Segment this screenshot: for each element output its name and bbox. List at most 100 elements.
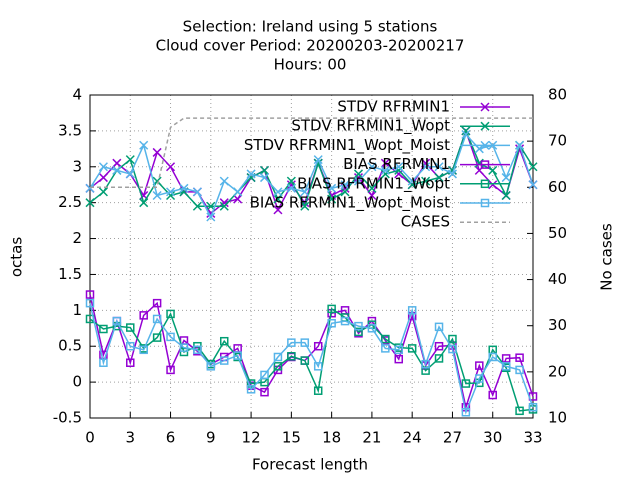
- data-point: [447, 169, 457, 179]
- data-point: [246, 379, 256, 388]
- data-point: [313, 362, 323, 371]
- x-axis-label: Forecast length: [252, 456, 368, 474]
- data-point: [219, 201, 229, 211]
- x-tick-label: 24: [403, 429, 422, 447]
- data-point: [300, 356, 310, 365]
- data-point: [340, 187, 350, 197]
- data-point: [394, 354, 404, 364]
- y2-tick-label: 20: [548, 362, 567, 380]
- data-point: [85, 298, 95, 308]
- data-point: [126, 341, 135, 351]
- data-point: [501, 190, 511, 201]
- data-point: [98, 173, 108, 183]
- legend-marker: [480, 102, 490, 112]
- data-point: [353, 169, 364, 179]
- data-point: [353, 176, 364, 186]
- data-point: [273, 194, 283, 204]
- series-line: [90, 117, 533, 189]
- data-point: [300, 201, 310, 211]
- data-point: [152, 298, 162, 308]
- data-point: [273, 352, 283, 362]
- legend-marker: [480, 140, 490, 150]
- data-point: [421, 158, 431, 168]
- data-point: [313, 341, 323, 351]
- y-tick-label: 0.5: [58, 337, 82, 355]
- data-point: [488, 180, 498, 190]
- data-point: [125, 169, 135, 179]
- data-point: [139, 345, 148, 355]
- y-axis-label: octas: [8, 237, 26, 277]
- x-tick-label: 0: [85, 429, 95, 447]
- plot-border: [89, 94, 534, 419]
- data-point: [380, 158, 390, 168]
- y-tick-label: -0.5: [53, 409, 82, 427]
- data-point: [434, 341, 444, 351]
- data-point: [488, 390, 497, 400]
- data-point: [166, 309, 175, 319]
- legend-label: BIAS RFRMIN1: [343, 155, 450, 173]
- data-point: [219, 336, 229, 346]
- y-tick-label: 1: [72, 301, 82, 319]
- data-point: [233, 187, 243, 197]
- y2-axis-label: No cases: [598, 223, 616, 291]
- data-point: [273, 187, 283, 197]
- legend-marker: [480, 198, 490, 208]
- data-point: [152, 314, 162, 324]
- data-point: [407, 176, 417, 186]
- x-tick-label: 6: [166, 429, 176, 447]
- data-point: [259, 173, 270, 183]
- data-point: [380, 169, 390, 179]
- data-point: [152, 333, 162, 342]
- data-point: [246, 169, 256, 179]
- data-point: [528, 180, 538, 190]
- data-point: [354, 321, 363, 331]
- legend-marker: [480, 179, 490, 189]
- data-point: [528, 162, 538, 172]
- data-point: [286, 176, 296, 186]
- x-tick-label: 27: [443, 429, 462, 447]
- data-point: [434, 173, 444, 183]
- series-line: [89, 307, 534, 412]
- y2-tick-label: 40: [548, 270, 567, 288]
- data-point: [488, 352, 497, 362]
- data-point: [394, 345, 404, 355]
- legend-label: BIAS RFRMIN1_Wopt_Moist: [250, 194, 451, 213]
- y2-tick-label: 70: [548, 132, 567, 150]
- data-point: [179, 347, 189, 357]
- data-point: [192, 201, 202, 211]
- data-point: [421, 359, 430, 369]
- data-point: [273, 362, 283, 371]
- data-point: [286, 183, 296, 193]
- data-point: [461, 379, 471, 388]
- legend-label: BIAS RFRMIN1_Wopt: [297, 174, 450, 193]
- data-point: [381, 334, 390, 344]
- data-point: [139, 140, 149, 150]
- series-line: [89, 128, 534, 209]
- data-point: [166, 187, 176, 197]
- x-tick-label: 9: [206, 429, 216, 447]
- x-tick-label: 15: [282, 429, 301, 447]
- data-point: [501, 362, 511, 371]
- series-line: [89, 294, 534, 411]
- data-point: [179, 183, 189, 193]
- chart-title: Cloud cover Period: 20200203-20200217: [156, 37, 465, 55]
- data-point: [287, 338, 296, 347]
- series-line: [89, 302, 534, 415]
- data-point: [313, 386, 323, 395]
- data-point: [380, 165, 390, 175]
- data-point: [475, 361, 484, 370]
- data-point: [152, 190, 162, 201]
- data-point: [394, 162, 404, 172]
- data-point: [99, 324, 108, 334]
- data-point: [461, 129, 471, 140]
- data-point: [353, 173, 364, 183]
- data-point: [139, 311, 148, 320]
- chart-title: Hours: 00: [274, 56, 347, 74]
- data-point: [407, 306, 417, 315]
- x-tick-label: 21: [362, 429, 381, 447]
- data-point: [233, 351, 242, 360]
- legend-label: STDV RFRMIN1: [337, 98, 450, 116]
- legend-label: STDV RFRMIN1_Wopt_Moist: [244, 136, 450, 155]
- data-point: [259, 165, 270, 175]
